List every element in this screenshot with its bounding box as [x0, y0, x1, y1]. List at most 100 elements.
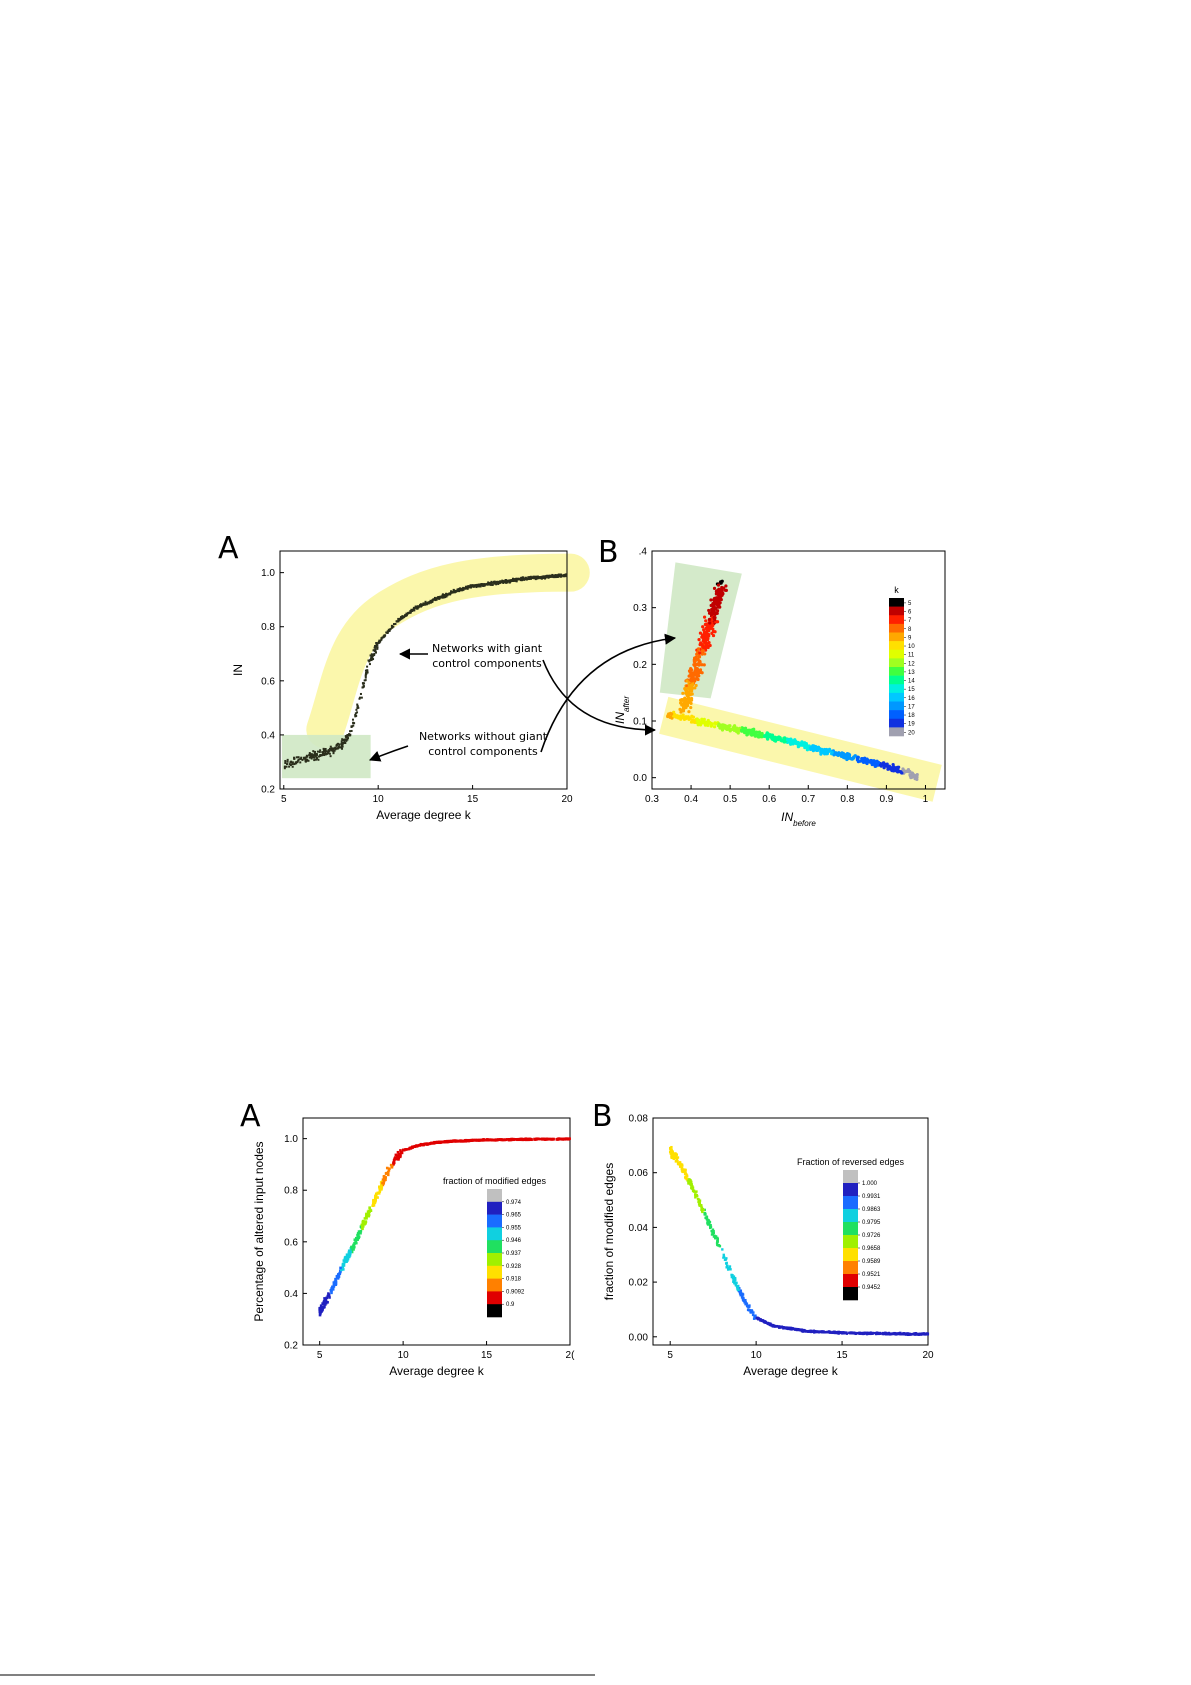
data-point: [323, 754, 326, 757]
data-point: [411, 610, 414, 613]
data-point: [478, 1138, 482, 1142]
data-point: [721, 724, 725, 728]
data-point: [441, 593, 444, 596]
colorbar-label: 0.955: [506, 1225, 522, 1231]
data-point: [690, 1186, 693, 1190]
data-point: [689, 679, 694, 683]
colorbar-swatch: [843, 1261, 858, 1275]
data-point: [420, 604, 423, 607]
colorbar-swatch: [843, 1196, 858, 1210]
colorbar-label: 0.9092: [506, 1289, 525, 1295]
data-point: [291, 761, 294, 764]
data-point: [350, 725, 353, 728]
data-point: [859, 1332, 863, 1335]
data-point: [697, 637, 701, 642]
data-point: [797, 1328, 801, 1331]
data-point: [676, 1160, 679, 1163]
y-tick-label: 0.4: [261, 730, 275, 741]
data-point: [512, 1138, 516, 1141]
data-point: [409, 610, 412, 613]
data-point: [862, 1332, 865, 1336]
data-point: [720, 585, 724, 590]
data-point: [751, 1313, 755, 1317]
data-point: [505, 580, 508, 583]
data-point: [313, 753, 316, 756]
data-point: [706, 645, 710, 650]
data-point: [314, 755, 317, 758]
data-point: [697, 674, 701, 678]
data-point: [337, 1272, 341, 1276]
data-point: [698, 668, 703, 672]
data-point: [910, 771, 914, 776]
data-point: [448, 592, 451, 595]
data-point: [532, 577, 535, 580]
data-point: [455, 1139, 458, 1143]
colorbar-swatch: [487, 1189, 502, 1203]
data-point: [772, 1324, 775, 1328]
data-point: [330, 747, 333, 750]
data-point: [401, 615, 404, 618]
colorbar-swatch: [889, 675, 904, 685]
data-point: [386, 631, 389, 634]
data-point: [440, 596, 443, 599]
data-point: [675, 1157, 679, 1160]
data-point: [356, 711, 359, 714]
data-point: [517, 1138, 520, 1141]
data-point: [387, 630, 390, 633]
data-point: [889, 766, 893, 770]
data-point: [342, 1264, 346, 1267]
data-point: [351, 718, 354, 721]
annotation-arrows: [368, 633, 677, 762]
y-tick-label: 0.2: [284, 1341, 298, 1352]
data-point: [747, 1308, 750, 1311]
data-point: [706, 1220, 710, 1223]
data-point: [285, 763, 288, 766]
data-point: [545, 1137, 549, 1141]
data-point: [707, 634, 711, 638]
data-point: [296, 761, 299, 764]
data-point: [332, 751, 335, 754]
data-point: [756, 1316, 759, 1319]
data-point: [482, 583, 485, 586]
data-point: [327, 1294, 330, 1298]
data-point: [348, 1254, 352, 1257]
data-point: [835, 1331, 838, 1334]
data-point: [284, 760, 287, 763]
data-point: [383, 634, 386, 637]
data-point: [504, 579, 507, 582]
highlight-band-yellow: [306, 553, 590, 749]
data-point: [435, 598, 438, 601]
data-point: [402, 615, 405, 618]
data-point: [918, 1332, 922, 1335]
colorbar-swatch: [889, 615, 904, 625]
data-point: [514, 1138, 517, 1141]
data-point: [376, 1196, 379, 1199]
data-point: [691, 715, 696, 719]
data-point: [549, 575, 552, 578]
data-point: [367, 1214, 371, 1218]
data-point: [307, 759, 310, 762]
colorbar-label: 15: [908, 687, 915, 693]
data-point: [680, 1169, 684, 1172]
data-point: [740, 1296, 744, 1299]
panel-label: A: [218, 531, 239, 566]
data-point: [754, 1316, 757, 1320]
data-point: [700, 663, 704, 667]
data-point: [756, 733, 760, 737]
data-point: [552, 574, 555, 577]
data-point: [767, 1322, 771, 1326]
data-point: [392, 1161, 395, 1165]
data-point: [291, 763, 294, 766]
data-point: [804, 1330, 807, 1333]
data-point: [364, 676, 367, 679]
data-point: [713, 630, 717, 634]
data-point: [694, 1193, 697, 1196]
data-point: [677, 1162, 681, 1165]
data-point: [443, 593, 446, 596]
data-point: [505, 581, 508, 584]
data-point: [697, 721, 702, 725]
data-point: [294, 761, 297, 764]
data-point: [368, 663, 371, 666]
data-point: [900, 771, 904, 775]
data-point: [422, 602, 425, 605]
